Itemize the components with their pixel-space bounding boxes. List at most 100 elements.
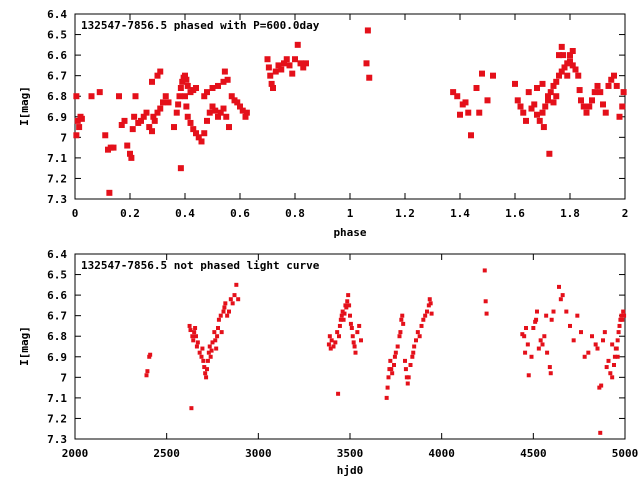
phased-data-point (476, 109, 483, 116)
phased-data-point (620, 89, 627, 96)
phased-x-tick-label: 0.2 (120, 207, 140, 220)
phased-data-point (242, 113, 249, 120)
unphased-y-axis-label: I[mag] (18, 326, 31, 366)
phased-data-point (264, 56, 271, 63)
phased-data-point (558, 68, 565, 75)
unphased-y-tick-label: 7.1 (47, 392, 67, 405)
phased-data-point (468, 132, 474, 139)
unphased-data-point (615, 338, 620, 343)
unphased-data-point (406, 375, 411, 380)
unphased-data-point (534, 317, 539, 322)
unphased-data-point (147, 354, 152, 359)
phased-data-point (239, 107, 246, 114)
unphased-data-point (207, 344, 212, 349)
unphased-data-point (386, 375, 391, 380)
unphased-data-point (538, 338, 543, 343)
phased-data-point (560, 52, 567, 59)
phased-data-point (127, 150, 133, 157)
unphased-data-point (593, 342, 598, 347)
phased-data-point (616, 113, 623, 120)
unphased-x-tick-label: 5000 (612, 447, 639, 460)
unphased-data-point (414, 338, 418, 343)
phased-data-point (150, 113, 157, 120)
unphased-data-point (545, 350, 550, 355)
unphased-data-point (225, 313, 230, 318)
phased-data-point (278, 66, 285, 73)
unphased-data-point (210, 340, 215, 345)
phased-data-point (173, 109, 180, 116)
phased-data-point (217, 109, 224, 116)
unphased-x-tick-label: 4500 (520, 447, 547, 460)
unphased-data-point (189, 406, 194, 411)
unphased-data-point (601, 338, 605, 343)
phased-data-point (154, 109, 161, 116)
phased-data-point (73, 93, 80, 100)
phased-data-point (473, 85, 480, 91)
unphased-data-point (548, 371, 553, 376)
unphased-data-point (571, 338, 576, 343)
unphased-data-point (218, 313, 223, 318)
phased-data-point (561, 64, 568, 71)
phased-data-point (512, 80, 518, 87)
unphased-data-point (421, 317, 426, 322)
phased-data-point (220, 78, 227, 85)
unphased-data-point (524, 326, 528, 330)
unphased-data-point (522, 334, 527, 339)
unphased-data-point (408, 363, 413, 367)
phased-x-tick-label: 1.2 (395, 207, 415, 220)
unphased-data-point (417, 334, 422, 339)
unphased-data-point (352, 344, 357, 349)
phased-data-point (96, 89, 103, 96)
unphased-data-point (599, 383, 604, 388)
unphased-data-point (520, 332, 525, 337)
phased-data-point (221, 68, 228, 75)
phased-data-point (209, 103, 216, 110)
unphased-data-point (193, 326, 198, 330)
phased-data-point (457, 111, 463, 118)
unphased-data-point (344, 305, 349, 310)
phased-data-point (300, 64, 307, 71)
unphased-data-point (619, 313, 624, 318)
phased-data-point (102, 132, 109, 139)
phased-data-point (465, 109, 472, 116)
unphased-x-tick-label: 2500 (153, 447, 180, 460)
phased-data-point (183, 103, 190, 110)
unphased-data-point (415, 330, 420, 335)
unphased-data-point (190, 334, 195, 339)
unphased-data-point (342, 311, 347, 316)
phased-data-point (286, 62, 293, 69)
phased-y-tick-label: 6.6 (47, 49, 67, 62)
unphased-data-point (425, 309, 429, 314)
phased-data-point (146, 124, 153, 131)
phased-data-point (542, 103, 549, 110)
phased-data-point (160, 99, 166, 106)
phased-data-point (479, 70, 485, 77)
unphased-data-point (620, 317, 625, 322)
phased-x-tick-label: 0.6 (230, 207, 250, 220)
phased-data-point (228, 93, 235, 100)
phased-y-tick-label: 6.4 (47, 8, 67, 21)
phased-x-tick-label: 0.8 (285, 207, 305, 220)
unphased-data-point (326, 342, 331, 347)
phased-data-point (88, 93, 95, 100)
phased-data-point (270, 85, 276, 91)
phased-data-point (605, 82, 612, 89)
phased-data-point (129, 126, 136, 133)
phased-data-point (534, 111, 540, 118)
unphased-data-point (393, 350, 398, 355)
unphased-data-point (400, 313, 405, 318)
unphased-data-point (544, 313, 549, 318)
phased-data-point (539, 80, 546, 87)
phased-data-point (243, 109, 250, 116)
unphased-data-point (194, 334, 198, 339)
unphased-x-tick-label: 4000 (428, 447, 455, 460)
phased-data-point (177, 85, 184, 91)
unphased-data-point (557, 284, 561, 289)
unphased-data-point (385, 385, 390, 390)
unphased-data-point (216, 317, 221, 322)
unphased-data-point (227, 309, 231, 314)
phased-data-point (149, 78, 155, 85)
unphased-data-point (343, 303, 348, 308)
unphased-data-point (335, 330, 340, 335)
unphased-data-point (223, 301, 228, 306)
